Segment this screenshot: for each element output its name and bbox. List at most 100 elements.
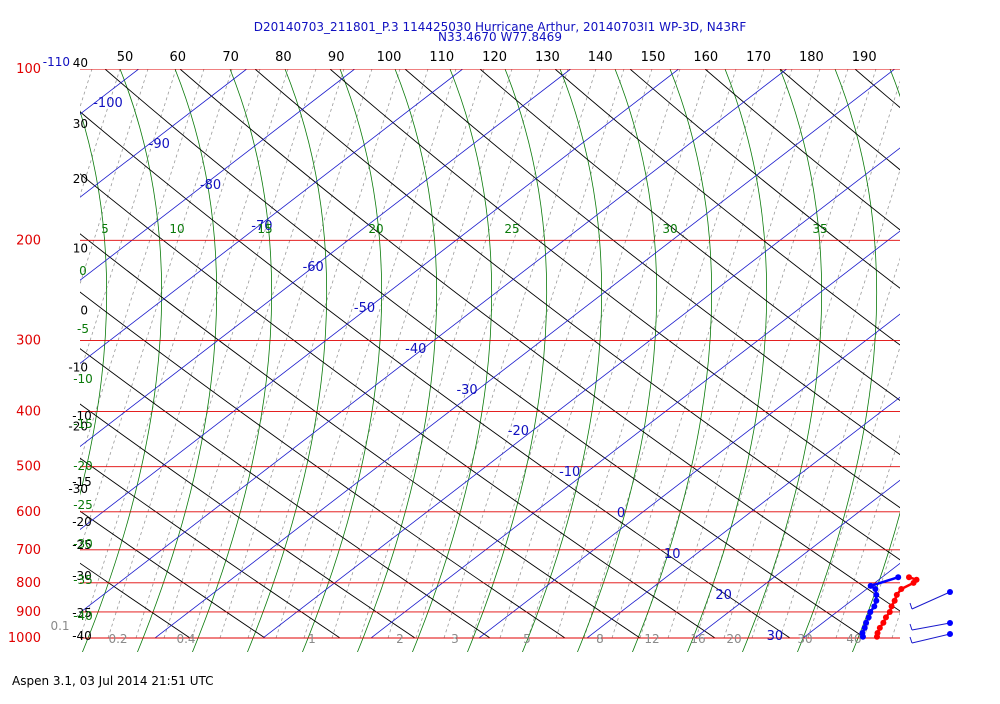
dry-adiabat-line	[554, 69, 900, 346]
mixing-ratio-line	[471, 69, 653, 639]
top-axis-label: 70	[222, 50, 239, 65]
mixing-ratio-label: 40	[846, 632, 861, 646]
isotherm-label: -10	[559, 465, 580, 480]
wind-barb-point	[947, 620, 953, 626]
dewpoint-point	[867, 608, 874, 615]
top-axis-label: 110	[429, 50, 454, 65]
dry-adiabat-line	[479, 69, 900, 401]
dry-adiabat-line	[779, 69, 900, 171]
moist-adiabat-label: 20	[368, 222, 383, 236]
dry-adiabat-line	[80, 403, 416, 639]
moist-adiabat-line	[466, 69, 547, 652]
moist-adiabat-label: -20	[73, 459, 93, 473]
dewpoint-point	[873, 597, 880, 604]
moist-adiabat-label: -15	[73, 417, 93, 431]
moist-adiabat-line	[80, 109, 107, 496]
dewpoint-point	[871, 603, 878, 610]
footer-version: Aspen 3.1, 03 Jul 2014 21:51 UTC	[12, 674, 214, 688]
temperature-point	[891, 597, 898, 604]
isotherm-label: -40	[405, 342, 426, 357]
isotherm-line	[370, 230, 900, 639]
isotherm-label: -80	[200, 178, 221, 193]
mixing-ratio-line	[303, 69, 485, 639]
temperature-point	[905, 574, 912, 581]
isotherm-label: -100	[93, 96, 123, 111]
top-axis-label: 190	[852, 50, 877, 65]
temperature-point	[893, 591, 900, 598]
dry-adiabat-label: -25	[72, 538, 92, 552]
moist-adiabat-line	[301, 69, 382, 652]
mixing-ratio-line	[80, 69, 261, 639]
top-axis-label: 150	[641, 50, 666, 65]
dewpoint-point	[895, 574, 902, 581]
mixing-ratio-line	[527, 69, 709, 639]
mixing-ratio-line	[80, 69, 233, 551]
moist-adiabat-label: 5	[101, 222, 109, 236]
isotherm-line	[80, 69, 247, 198]
moist-adiabat-line	[191, 69, 272, 652]
temperature-axis-label: -10	[68, 361, 88, 375]
dewpoint-point	[863, 619, 870, 626]
dewpoint-point	[867, 582, 874, 589]
mixing-ratio-line	[835, 434, 900, 639]
mixing-ratio-label: 12	[644, 632, 659, 646]
pressure-label: 200	[16, 233, 41, 248]
dry-adiabat-line	[104, 69, 866, 639]
moist-adiabat-line	[576, 69, 657, 652]
top-axis-label: 140	[588, 50, 613, 65]
moist-adiabat-label: 25	[504, 222, 519, 236]
temperature-axis-label: -20	[68, 419, 88, 433]
dry-adiabat-label: -40	[72, 629, 92, 643]
moist-adiabat-label: 30	[662, 222, 677, 236]
moist-adiabat-label: -35	[73, 573, 93, 587]
temperature-axis-label: -110	[43, 55, 70, 69]
mixing-ratio-label: 1	[308, 632, 316, 646]
mixing-ratio-line	[191, 69, 373, 639]
moist-adiabat-label: 35	[812, 222, 827, 236]
mixing-ratio-label: 0.2	[108, 632, 127, 646]
dewpoint-point	[865, 614, 872, 621]
wind-barb	[911, 633, 951, 644]
temperature-axis-label: 0	[80, 303, 88, 317]
chart-subtitle: N33.4670 W77.8469	[438, 30, 562, 44]
moist-adiabat-line	[411, 69, 492, 652]
dry-adiabat-label: -30	[72, 569, 92, 583]
mixing-ratio-line	[891, 611, 900, 639]
top-axis-label: 170	[746, 50, 771, 65]
mixing-ratio-line	[219, 69, 401, 639]
isotherm-line	[694, 479, 900, 639]
isotherm-line	[911, 69, 1000, 638]
dewpoint-point	[872, 585, 879, 592]
moist-adiabat-label: 0	[79, 264, 87, 278]
isotherm-label: -90	[149, 137, 170, 152]
dry-adiabat-line	[629, 69, 900, 289]
isotherm-line	[154, 69, 895, 639]
mixing-ratio-line	[443, 69, 625, 639]
mixing-ratio-label: 30	[797, 632, 812, 646]
pressure-label: 900	[16, 605, 41, 620]
moist-adiabat-line	[905, 69, 987, 658]
pressure-label: 100	[16, 62, 41, 77]
mixing-ratio-label: 0.1	[50, 619, 69, 633]
moist-adiabat-line	[796, 69, 877, 652]
mixing-ratio-line	[751, 168, 900, 639]
moist-adiabat-label: -30	[73, 537, 93, 551]
mixing-ratio-line	[80, 69, 93, 109]
wind-barb-tick	[909, 636, 913, 644]
mixing-ratio-line	[863, 522, 900, 639]
top-axis-label: 130	[535, 50, 560, 65]
top-axis-label: 160	[693, 50, 718, 65]
temperature-point	[876, 624, 883, 631]
isotherm-line	[80, 69, 571, 447]
mixing-ratio-label: 2	[396, 632, 404, 646]
dry-adiabat-label: -20	[72, 515, 92, 529]
isotherm-label: 30	[767, 629, 784, 644]
dry-adiabat-line	[80, 348, 491, 639]
dewpoint-point	[861, 624, 868, 631]
moist-adiabat-label: 15	[257, 222, 272, 236]
wind-barb-point	[947, 631, 953, 637]
moist-adiabat-line	[686, 69, 767, 652]
moist-adiabat-line	[960, 69, 1000, 658]
temperature-point	[873, 633, 880, 640]
